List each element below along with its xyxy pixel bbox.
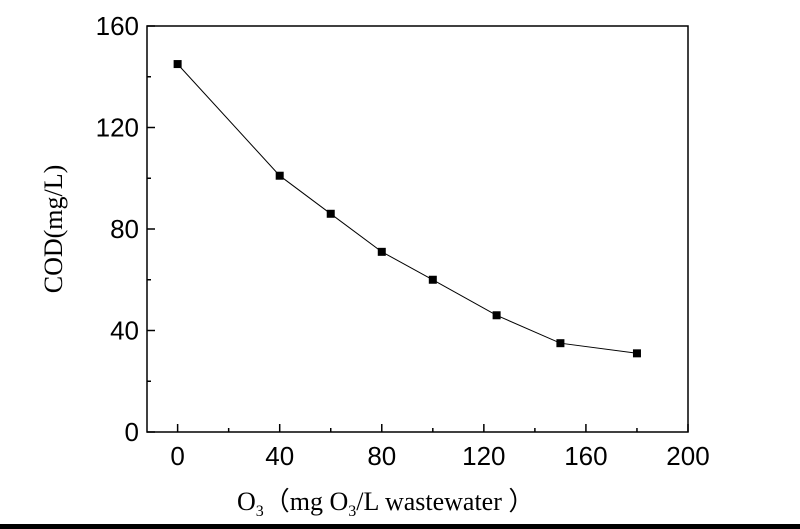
y-tick-labels: 0 40 80 120 160 [96,11,139,447]
data-point-marker [492,311,501,320]
data-point-marker [377,247,386,256]
x-tick-label: 80 [367,441,396,471]
x-axis-title: O3（mg O3/L wastewater ） [237,487,534,520]
data-point-marker [428,275,437,284]
y-tick-label: 80 [110,214,139,244]
x-axis-title-prefix: O [237,487,256,516]
x-axis-title-mid: （mg O [264,487,349,516]
y-tick-label: 0 [125,417,139,447]
data-point-marker [173,60,182,69]
data-point-marker [632,349,641,358]
plot-frame [146,25,689,433]
y-axis-title: COD(mg/L) [39,165,68,294]
x-tick-label: 200 [666,441,709,471]
data-point-marker [326,209,335,218]
x-axis-title-subscript-2: 3 [348,503,356,520]
data-point-marker [556,339,565,348]
x-tick-label: 0 [170,441,184,471]
bottom-border [0,524,800,529]
y-tick-label: 160 [96,11,139,41]
x-tick-label: 160 [564,441,607,471]
axis-ticks [147,25,689,433]
series-line [177,63,638,354]
y-tick-label: 120 [96,113,139,143]
x-tick-label: 40 [265,441,294,471]
y-tick-label: 40 [110,316,139,346]
x-tick-labels: 0 40 80 120 160 200 [170,441,709,471]
x-axis-title-subscript-1: 3 [256,503,264,520]
series-markers [173,60,641,358]
x-tick-label: 120 [462,441,505,471]
x-axis-title-suffix: /L wastewater ） [356,487,534,516]
data-point-marker [275,171,284,180]
